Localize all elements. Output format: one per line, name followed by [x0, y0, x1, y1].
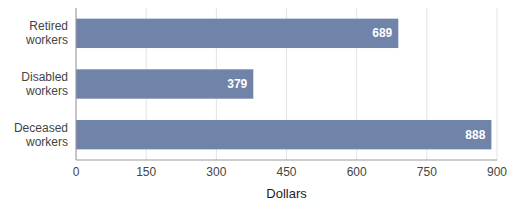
y-tick-label: Retiredworkers — [25, 19, 68, 47]
x-tick-label: 450 — [276, 165, 296, 179]
bars — [76, 19, 491, 150]
x-tick-label: 300 — [206, 165, 226, 179]
data-label: 379 — [227, 77, 247, 91]
bar — [76, 120, 491, 149]
x-tick-label: 600 — [347, 165, 367, 179]
grid-line — [76, 8, 77, 160]
chart-container: 0 150 300 450 600 750 900 888 379 689 Deceasedwork… — [0, 0, 513, 206]
x-tick-label: 900 — [487, 165, 507, 179]
grid — [76, 8, 497, 160]
x-tick-label: 0 — [73, 165, 80, 179]
grid-line — [497, 8, 498, 160]
x-axis-line — [76, 160, 497, 161]
y-tick-label: Disabledworkers — [21, 70, 68, 98]
bar — [76, 69, 253, 98]
data-label: 888 — [465, 128, 485, 142]
x-tick-label: 150 — [136, 165, 156, 179]
y-axis-line — [76, 8, 77, 160]
bar — [76, 19, 398, 48]
y-tick-label: Deceasedworkers — [14, 121, 68, 149]
data-label: 689 — [372, 26, 392, 40]
x-axis-title: Dollars — [266, 186, 307, 201]
x-tick-label: 750 — [417, 165, 437, 179]
chart-svg: 0 150 300 450 600 750 900 888 379 689 Deceasedwork… — [0, 0, 513, 206]
